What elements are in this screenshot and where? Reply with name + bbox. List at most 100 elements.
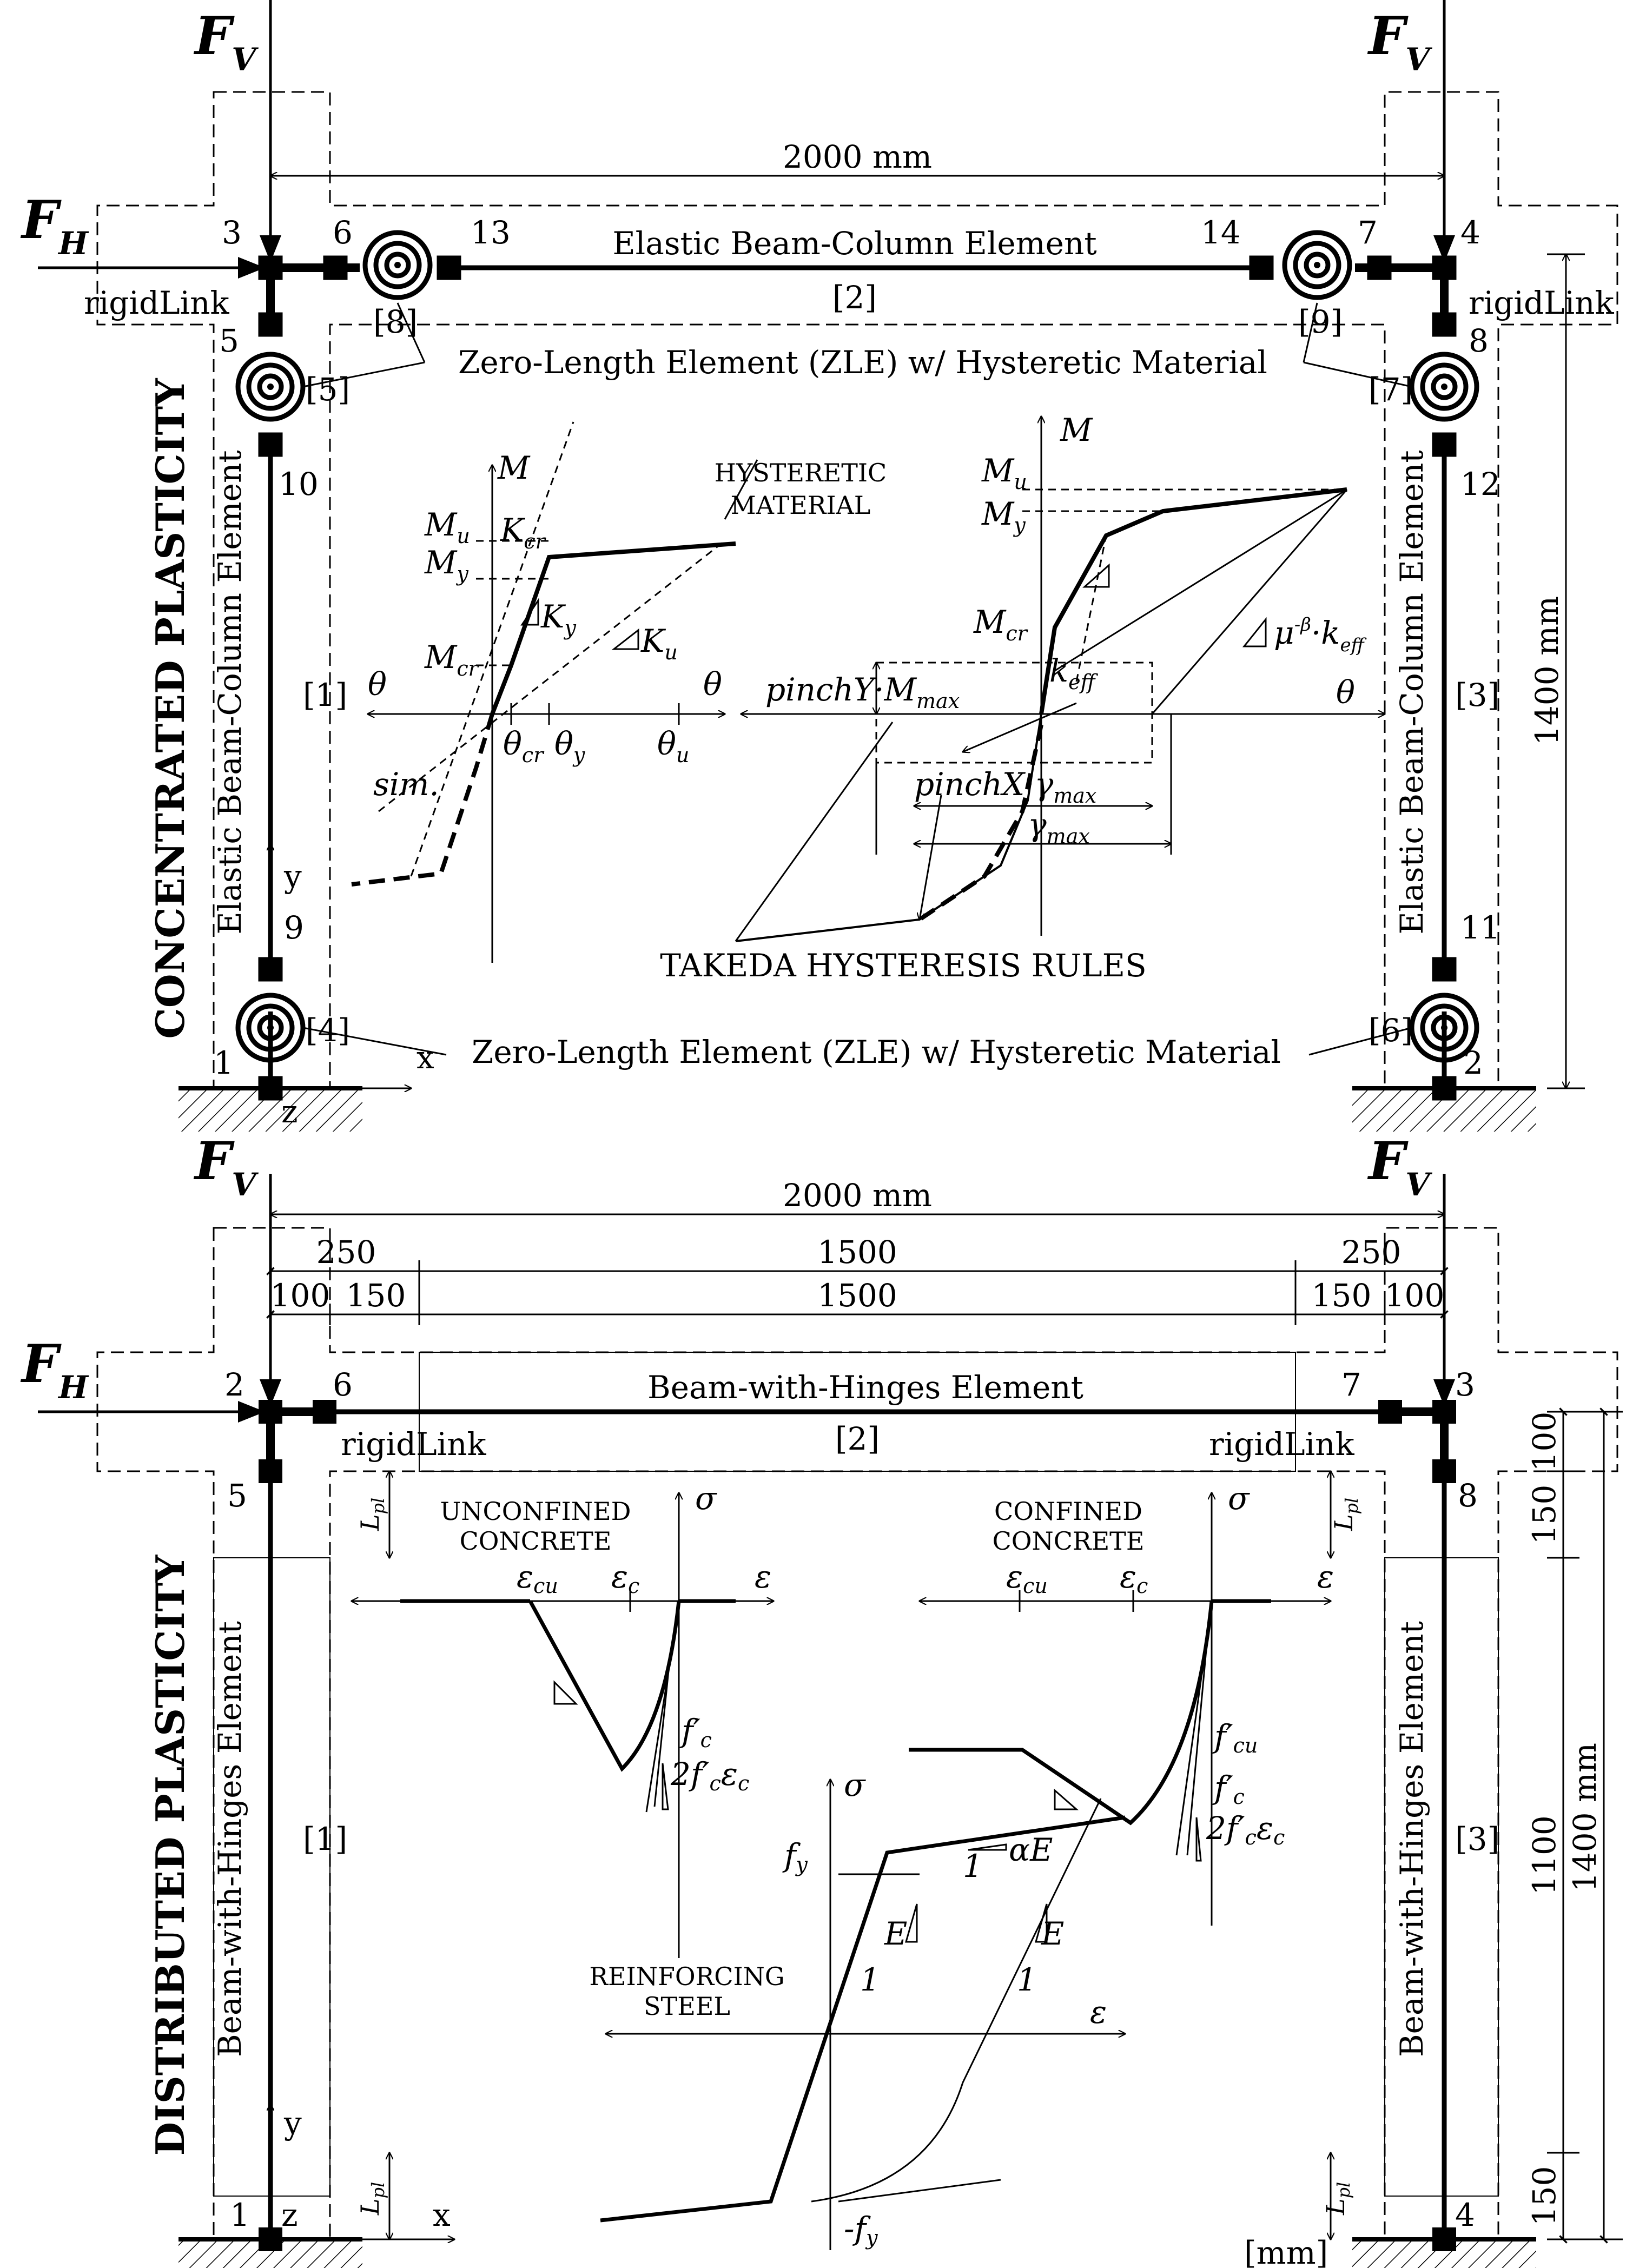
lpl-label: Lpl xyxy=(355,1498,388,1531)
steel-eps: ε xyxy=(1090,1994,1107,2031)
axis-x-label-bottom: x xyxy=(433,2197,451,2233)
height-dim: 150 xyxy=(1526,2166,1563,2226)
top-beam-label: Elastic Beam-Column Element xyxy=(612,225,1096,262)
bottom-height-label: 1400 mm xyxy=(1566,1743,1603,1892)
confined-sigma: σ xyxy=(1228,1480,1250,1517)
steel-sigma: σ xyxy=(844,1767,866,1803)
top-right-column-label: Elastic Beam-Column Element xyxy=(1393,450,1430,934)
dim-row1: 250 xyxy=(1341,1234,1402,1271)
zle-spring-7 xyxy=(1409,352,1479,422)
top-beam-tag: [2] xyxy=(832,279,877,316)
confined-fc: f′c xyxy=(1212,1769,1245,1809)
steel-e-left: E xyxy=(884,1915,907,1952)
hysteretic-theta-cr: θcr xyxy=(503,725,545,767)
node-label: 5 xyxy=(227,1477,247,1514)
bottom-right-column-tag: [3] xyxy=(1455,1821,1499,1857)
confined-slope: 2f′cεc xyxy=(1206,1810,1285,1849)
bottom-left-column-label: Beam-with-Hinges Element xyxy=(211,1621,248,2057)
node-label: 11 xyxy=(1460,909,1500,946)
bottom-force-h: FH xyxy=(20,1333,89,1406)
unconfined-eps-c: εc xyxy=(611,1558,639,1598)
takeda-degrade: μ-β·keff xyxy=(1274,614,1367,656)
distributed-plasticity-panel: FV FV FH 2000 mm 250 1500 250 100 150 15… xyxy=(20,1130,1623,2268)
unconfined-sigma: σ xyxy=(695,1480,717,1517)
node-label: 1 xyxy=(230,2197,250,2233)
node-label: 3 xyxy=(1455,1366,1475,1403)
zle-spring-5 xyxy=(235,352,306,422)
bottom-rigid-left: rigidLink xyxy=(341,1426,487,1463)
node-label: 9 xyxy=(284,909,304,946)
node-label: 7 xyxy=(1341,1366,1361,1403)
axis-x-label: x xyxy=(417,1039,434,1076)
node-label: 10 xyxy=(279,466,319,502)
hysteretic-ky: Ky xyxy=(540,598,576,640)
node-label: 12 xyxy=(1460,466,1500,502)
node-markers-bottom xyxy=(259,1400,1456,2251)
units-label: [mm] xyxy=(1244,2234,1328,2268)
axis-y-label: y xyxy=(283,858,302,895)
lpl-label: Lpl xyxy=(355,2182,388,2216)
zle-spring-8 xyxy=(362,230,433,300)
spring-tag: [4] xyxy=(306,1012,350,1049)
dim-row1: 250 xyxy=(316,1234,376,1271)
spring-tag: [7] xyxy=(1369,371,1413,408)
bottom-side-title: DISTRIBUTED PLASTICITY xyxy=(147,1554,193,2155)
top-right-column-tag: [3] xyxy=(1455,677,1499,713)
height-dim: 150 xyxy=(1526,1485,1563,1545)
dim-row2: 150 xyxy=(1312,1277,1372,1314)
lpl-label: Lpl xyxy=(1329,1498,1362,1531)
bottom-span-label: 2000 mm xyxy=(783,1177,932,1214)
hysteretic-title-1: HYSTERETIC xyxy=(715,458,887,487)
steel-title-2: STEEL xyxy=(644,1992,730,2021)
confined-title-2: CONCRETE xyxy=(993,1526,1145,1556)
zle-spring-4 xyxy=(235,993,306,1063)
dim-row2: 1500 xyxy=(817,1277,897,1314)
zle-spring-9 xyxy=(1282,230,1352,300)
node-label: 5 xyxy=(219,322,239,359)
concentrated-plasticity-panel: FV FV FH 2000 mm 1400 mm CONCENTRATED PL… xyxy=(20,0,1618,1132)
dim-row1: 1500 xyxy=(817,1234,897,1271)
unconfined-fc: f′c xyxy=(679,1712,712,1752)
unconfined-eps-cu: εcu xyxy=(517,1558,558,1598)
lpl-label: Lpl xyxy=(1321,2182,1354,2216)
bottom-rigid-right: rigidLink xyxy=(1209,1426,1355,1463)
hysteretic-theta-y: θy xyxy=(554,725,585,767)
confined-eps: ε xyxy=(1317,1558,1334,1595)
takeda-pinch-x: pinchX·γmax xyxy=(914,766,1096,808)
node-markers-top xyxy=(258,255,1457,1101)
steel-one-alpha: 1 xyxy=(963,1848,983,1885)
spring-tag: [5] xyxy=(306,371,350,408)
node-label: 13 xyxy=(471,214,511,251)
top-span-label: 2000 mm xyxy=(783,138,932,175)
unconfined-title-2: CONCRETE xyxy=(460,1526,612,1556)
steel-e-right: E xyxy=(1041,1915,1064,1952)
takeda-pinch-y: pinchY·Mmax xyxy=(765,671,960,713)
top-side-title: CONCENTRATED PLASTICITY xyxy=(147,378,193,1039)
takeda-theta: θ xyxy=(1336,674,1355,711)
node-label: 4 xyxy=(1455,2197,1475,2233)
steel-neg-fy: -fy xyxy=(844,2210,878,2250)
steel-alpha-e: αE xyxy=(1009,1831,1053,1868)
takeda-gamma: γmax xyxy=(1028,806,1090,848)
hysteretic-axis-m: M xyxy=(497,449,531,486)
bottom-force-v-left: FV xyxy=(193,1130,259,1203)
node-label: 7 xyxy=(1358,214,1378,251)
confined-fcu: f′cu xyxy=(1212,1718,1258,1757)
frame-outline-dashed xyxy=(96,91,1618,1088)
hysteretic-mcr: Mcr xyxy=(424,639,480,680)
takeda-my: My xyxy=(981,495,1026,537)
top-force-v-right: FV xyxy=(1367,5,1432,78)
hysteretic-theta-u: θu xyxy=(657,725,689,767)
node-label: 1 xyxy=(214,1044,234,1081)
bottom-left-column-tag: [1] xyxy=(303,1821,347,1857)
steel-one-right: 1 xyxy=(1017,1961,1037,1998)
hysteretic-theta-right: θ xyxy=(703,666,722,703)
node-label: 8 xyxy=(1458,1477,1478,1514)
hysteretic-my: My xyxy=(424,544,468,586)
bottom-beam-label: Beam-with-Hinges Element xyxy=(647,1369,1083,1406)
node-label: 2 xyxy=(1463,1044,1483,1081)
top-rigid-right: rigidLink xyxy=(1469,285,1615,321)
hysteretic-material-diagram: HYSTERETIC MATERIAL M θ θ Mu My Mcr Kcr … xyxy=(351,421,887,963)
node-label: 6 xyxy=(333,214,353,251)
